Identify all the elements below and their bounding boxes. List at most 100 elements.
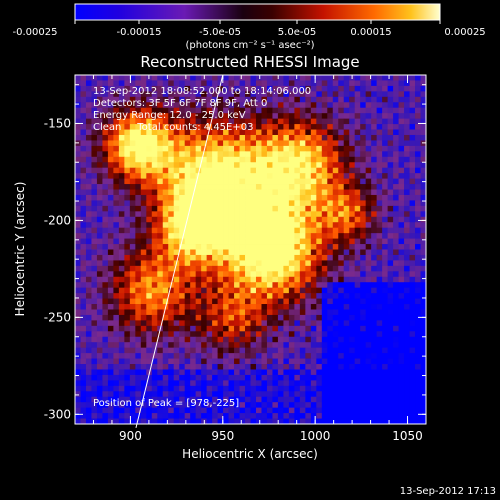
heatmap-cell <box>360 80 367 87</box>
heatmap-cell <box>382 374 389 381</box>
heatmap-cell <box>327 91 334 98</box>
heatmap-cell <box>223 287 229 294</box>
heatmap-cell <box>420 184 427 190</box>
heatmap-cell <box>184 282 191 289</box>
heatmap-cell <box>266 304 273 310</box>
heatmap-cell <box>261 118 268 125</box>
heatmap-cell <box>398 216 405 223</box>
heatmap-cell <box>327 336 334 343</box>
heatmap-cell <box>415 282 421 289</box>
heatmap-cell <box>80 380 87 387</box>
heatmap-cell <box>354 118 361 125</box>
heatmap-cell <box>124 254 131 261</box>
heatmap-cell <box>294 167 301 174</box>
heatmap-cell <box>266 211 273 218</box>
heatmap-cell <box>129 233 136 239</box>
colorbar-tick-5: 0.00025 <box>444 27 486 38</box>
heatmap-cell <box>371 85 378 92</box>
heatmap-cell <box>118 369 125 376</box>
heatmap-cell <box>228 75 235 81</box>
heatmap-cell <box>294 227 301 234</box>
heatmap-cell <box>107 107 114 114</box>
heatmap-cell <box>266 418 273 425</box>
heatmap-cell <box>288 189 295 196</box>
heatmap-cell <box>234 96 240 103</box>
heatmap-cell <box>102 184 109 190</box>
heatmap-cell <box>332 80 339 87</box>
heatmap-cell <box>102 347 109 354</box>
heatmap-cell <box>382 118 389 125</box>
heatmap-cell <box>387 265 394 272</box>
heatmap-cell <box>288 413 295 419</box>
heatmap-cell <box>190 314 197 321</box>
heatmap-cell <box>338 309 345 316</box>
heatmap-cell <box>91 211 98 218</box>
heatmap-cell <box>250 385 257 392</box>
heatmap-cell <box>409 396 416 403</box>
heatmap-cell <box>299 107 306 114</box>
heatmap-cell <box>288 184 295 190</box>
heatmap-cell <box>332 96 339 103</box>
heatmap-cell <box>305 413 312 419</box>
heatmap-cell <box>206 205 213 212</box>
heatmap-cell <box>316 107 323 114</box>
heatmap-cell <box>234 287 240 294</box>
heatmap-cell <box>245 205 251 212</box>
heatmap-cell <box>234 293 240 299</box>
heatmap-cell <box>173 385 180 392</box>
heatmap-cell <box>124 85 131 92</box>
heatmap-cell <box>102 134 109 141</box>
heatmap-cell <box>376 418 383 425</box>
heatmap-cell <box>190 156 197 163</box>
heatmap-cell <box>190 254 197 261</box>
heatmap-cell <box>157 222 164 229</box>
heatmap-cell <box>338 342 345 349</box>
heatmap-cell <box>206 325 213 332</box>
heatmap-cell <box>420 102 427 109</box>
heatmap-cell <box>184 173 191 180</box>
heatmap-cell <box>223 260 229 267</box>
heatmap-cell <box>195 364 202 370</box>
heatmap-cell <box>255 244 262 250</box>
heatmap-cell <box>146 96 153 103</box>
heatmap-cell <box>409 151 416 158</box>
heatmap-cell <box>272 91 279 98</box>
heatmap-cell <box>327 342 334 349</box>
heatmap-cell <box>239 380 246 387</box>
heatmap-cell <box>206 173 213 180</box>
heatmap-cell <box>190 91 197 98</box>
heatmap-cell <box>272 298 279 305</box>
heatmap-cell <box>245 107 251 114</box>
heatmap-cell <box>212 331 218 338</box>
heatmap-cell <box>299 129 306 136</box>
heatmap-cell <box>398 151 405 158</box>
heatmap-cell <box>124 276 131 283</box>
heatmap-cell <box>107 233 114 239</box>
heatmap-cell <box>266 80 273 87</box>
heatmap-cell <box>102 353 109 359</box>
heatmap-cell <box>151 91 158 98</box>
heatmap-cell <box>415 276 421 283</box>
heatmap-cell <box>168 320 175 327</box>
heatmap-cell <box>365 347 372 354</box>
heatmap-cell <box>382 358 389 365</box>
heatmap-cell <box>332 418 339 425</box>
heatmap-cell <box>338 407 345 414</box>
heatmap-cell <box>223 304 229 310</box>
heatmap-cell <box>332 118 339 125</box>
heatmap-cell <box>310 342 317 349</box>
heatmap-cell <box>360 413 367 419</box>
heatmap-cell <box>343 364 350 370</box>
heatmap-cell <box>217 314 224 321</box>
heatmap-cell <box>239 271 246 278</box>
heatmap-cell <box>201 124 208 130</box>
heatmap-cell <box>113 331 120 338</box>
heatmap-cell <box>360 162 367 169</box>
heatmap-cell <box>332 156 339 163</box>
heatmap-cell <box>228 358 235 365</box>
heatmap-cell <box>338 358 345 365</box>
heatmap-cell <box>360 107 367 114</box>
heatmap-cell <box>283 151 290 158</box>
heatmap-cell <box>157 391 164 398</box>
heatmap-cell <box>195 309 202 316</box>
